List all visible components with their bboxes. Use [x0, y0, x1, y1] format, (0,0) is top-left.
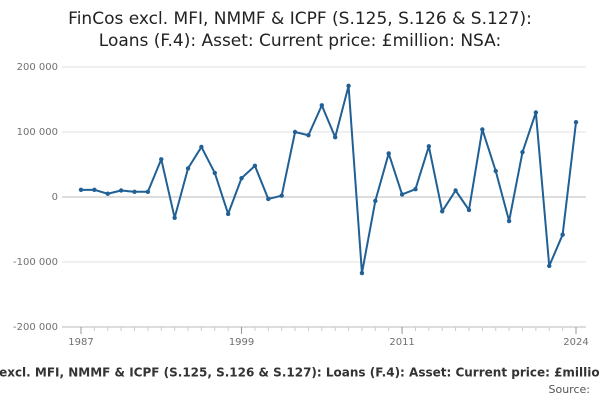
data-point: [399, 192, 405, 197]
data-point: [547, 263, 552, 269]
chart-title: Loans (F.4): Asset: Current price: £mill…: [99, 31, 501, 51]
data-point: [199, 144, 204, 150]
data-point: [573, 120, 579, 125]
data-point: [319, 103, 325, 108]
data-point: [185, 166, 191, 171]
y-tick-label: -100 000: [13, 257, 58, 268]
data-point: [78, 187, 84, 193]
data-point: [440, 209, 445, 214]
data-point: [373, 198, 378, 204]
chart-title: FinCos excl. MFI, NMMF & ICPF (S.125, S.…: [68, 9, 532, 29]
x-tick-label: 1999: [229, 337, 254, 348]
data-point: [239, 175, 244, 181]
data-point: [560, 232, 565, 237]
x-tick-label: 1987: [68, 337, 93, 348]
data-point: [520, 149, 525, 155]
data-point: [292, 129, 298, 135]
data-point: [92, 187, 97, 193]
data-line: [81, 84, 577, 275]
data-point: [105, 191, 110, 196]
data-point: [506, 218, 512, 224]
y-tick-label: 0: [52, 192, 58, 203]
data-point: [118, 188, 124, 193]
data-point: [359, 270, 365, 276]
data-point: [466, 207, 472, 213]
source: Source:: [549, 383, 591, 396]
data-point: [346, 83, 351, 89]
data-point: [212, 170, 217, 176]
data-point: [172, 215, 177, 220]
data-point: [225, 211, 231, 217]
subtitle: FinCos excl. MFI, NMMF & ICPF (S.125, S.…: [0, 366, 600, 380]
data-point: [279, 193, 284, 198]
x-tick-label: 2024: [563, 337, 588, 348]
data-point: [426, 144, 432, 149]
data-point: [453, 188, 458, 193]
data-point: [145, 189, 151, 194]
data-point: [533, 110, 539, 115]
data-point: [306, 133, 311, 138]
y-tick-label: -200 000: [13, 322, 58, 333]
data-point: [480, 127, 485, 132]
y-tick-label: 100 000: [17, 127, 58, 138]
data-point: [493, 168, 498, 174]
data-point: [266, 196, 271, 202]
data-point: [413, 187, 418, 192]
y-tick-label: 200 000: [17, 62, 58, 73]
data-point: [159, 157, 164, 162]
data-point: [252, 163, 258, 168]
data-point: [386, 151, 391, 156]
data-point: [332, 135, 338, 140]
x-tick-label: 2011: [389, 337, 414, 348]
data-point: [132, 189, 137, 194]
